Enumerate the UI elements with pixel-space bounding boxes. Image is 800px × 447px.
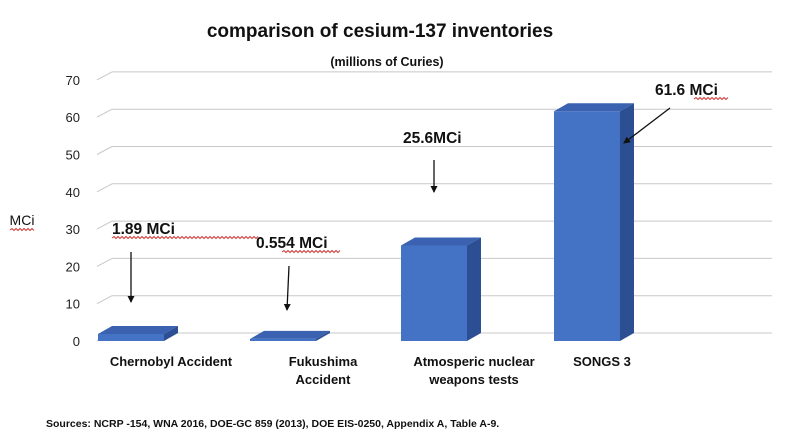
- category-label: Atmosperic nuclear weapons tests: [413, 354, 534, 387]
- gridline-depth: [96, 71, 113, 81]
- bar: [250, 330, 330, 341]
- bar-front: [554, 111, 620, 342]
- bar-side: [467, 237, 481, 341]
- y-axis-label: MCi: [10, 212, 35, 228]
- bar-side: [164, 325, 178, 341]
- category-label-line: Fukushima: [289, 354, 358, 369]
- category-label: Chernobyl Accident: [110, 354, 233, 369]
- data-annotation: 61.6 MCi: [655, 82, 718, 99]
- y-tick-label: 70: [66, 73, 80, 88]
- spellcheck-underline: [9, 227, 35, 232]
- bar-top: [554, 103, 634, 112]
- chart-title: comparison of cesium-137 inventories: [207, 21, 553, 42]
- category-label-line: Atmosperic nuclear: [413, 354, 534, 369]
- data-annotation: 1.89 MCi: [112, 221, 175, 238]
- data-annotation: 25.6MCi: [403, 130, 462, 147]
- category-label-line: Accident: [296, 372, 352, 387]
- bars: [98, 103, 634, 342]
- chart-subtitle: (millions of Curies): [330, 55, 443, 69]
- gridline-depth: [96, 183, 113, 193]
- category-label: Fukushima Accident: [289, 354, 358, 387]
- bar-front: [401, 245, 467, 341]
- bar-top: [401, 237, 481, 246]
- spellcheck-underline: [281, 249, 341, 254]
- y-tick-label: 20: [66, 259, 80, 274]
- source-note: Sources: NCRP -154, WNA 2016, DOE-GC 859…: [46, 418, 499, 430]
- gridline-depth: [96, 257, 113, 267]
- category-label-line: Chernobyl Accident: [110, 354, 233, 369]
- bar-top: [98, 325, 178, 334]
- bar-side: [316, 330, 330, 341]
- category-label-line: SONGS 3: [573, 354, 631, 369]
- annotation-arrow: [623, 107, 671, 144]
- gridline-depth: [96, 146, 113, 155]
- annotation-arrow: [283, 265, 291, 311]
- bar: [401, 237, 481, 341]
- data-annotation: 0.554 MCi: [256, 235, 328, 252]
- y-tick-label: 60: [66, 110, 80, 125]
- category-labels: Chernobyl Accident Fukushima Accident Atmos…: [110, 354, 631, 387]
- category-label: SONGS 3: [573, 354, 631, 369]
- annotations: 1.89 MCi 0.554 MCi 25.6MCi 61.6 MCi: [111, 82, 729, 311]
- y-tick-label: 50: [66, 148, 80, 163]
- bar-front: [250, 338, 316, 341]
- spellcheck-underline: [693, 96, 729, 101]
- y-tick-label: 30: [66, 222, 80, 237]
- bar: [98, 325, 178, 341]
- bar-top: [250, 330, 330, 339]
- gridline-depth: [96, 295, 113, 305]
- bar-side: [620, 103, 634, 342]
- y-tick-labels: 0 10 20 30 40 50 60 70: [66, 73, 80, 349]
- gridline-depth: [96, 220, 113, 230]
- y-tick-label: 40: [66, 185, 80, 200]
- gridline-depth: [96, 108, 113, 118]
- y-tick-label: 10: [66, 297, 80, 312]
- category-label-line: weapons tests: [428, 372, 519, 387]
- bar-front: [98, 333, 164, 341]
- y-tick-label: 0: [73, 334, 80, 349]
- spellcheck-underline: [111, 235, 259, 240]
- bar: [554, 103, 634, 342]
